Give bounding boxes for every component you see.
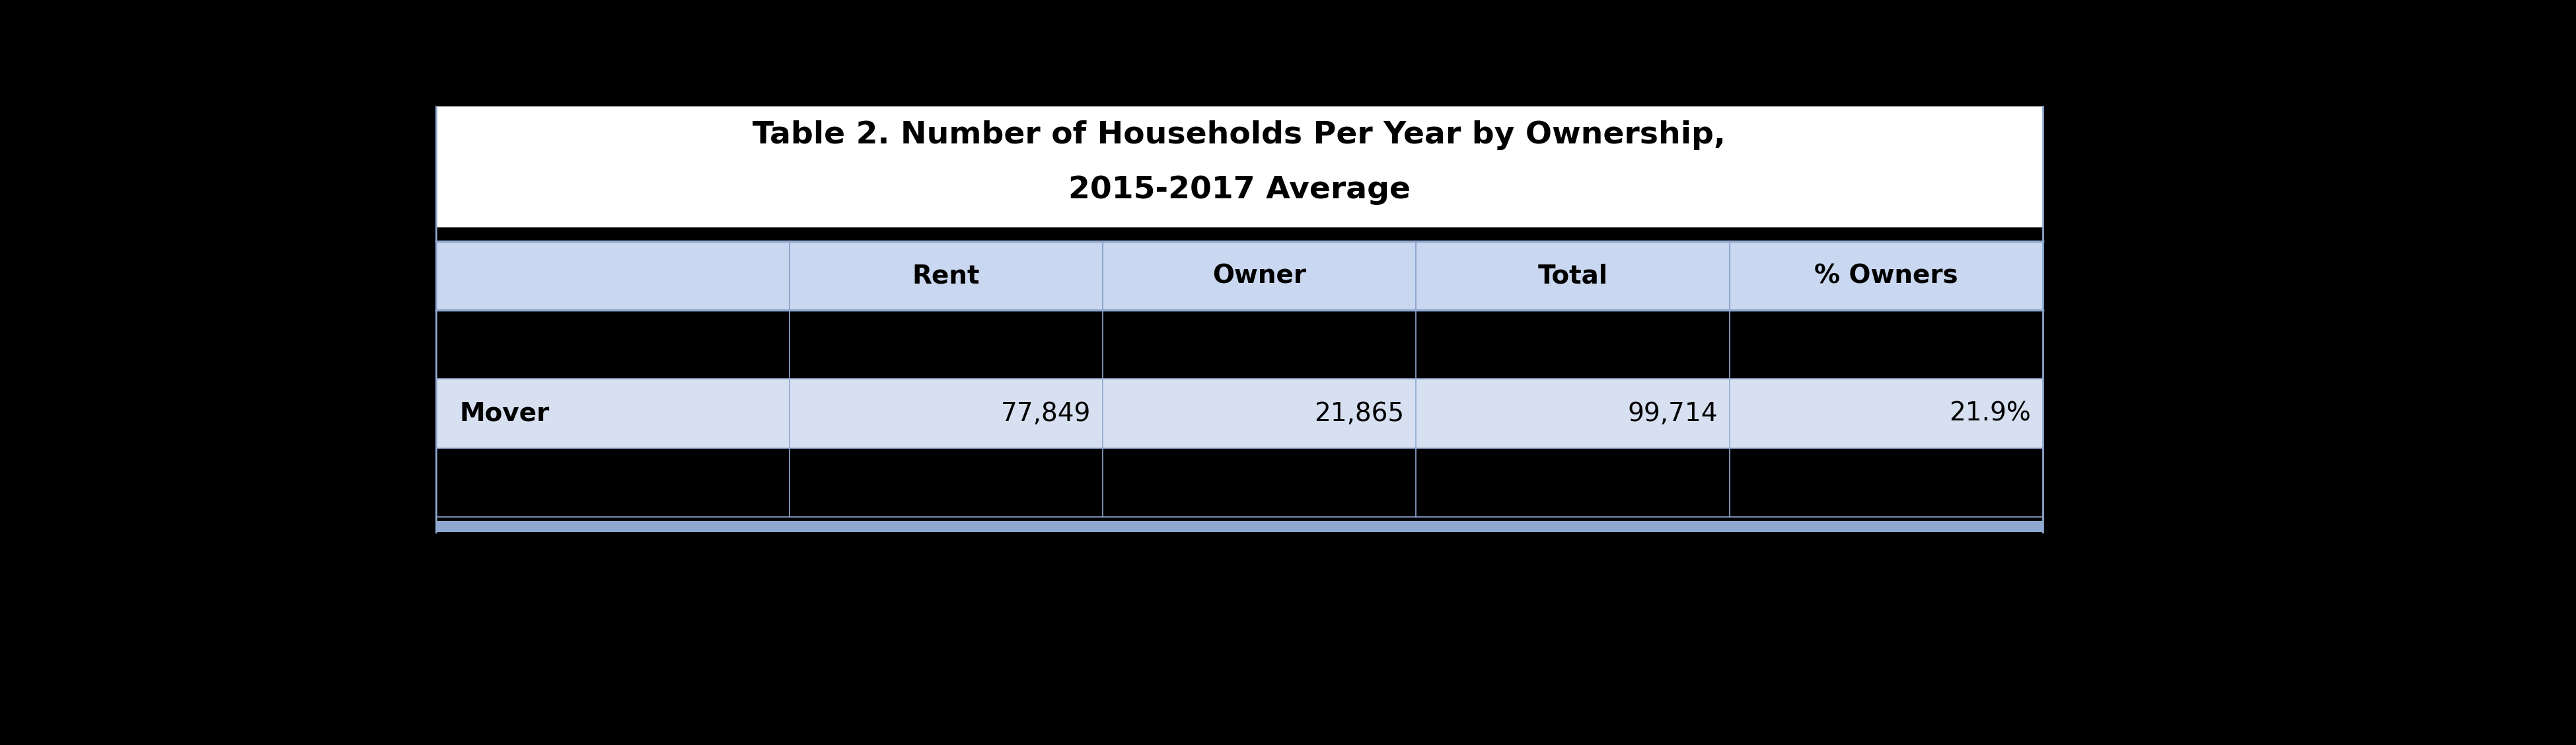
Text: Mover: Mover: [459, 401, 549, 426]
Text: 21,865: 21,865: [1314, 401, 1404, 426]
Text: Non-Mover: Non-Mover: [459, 332, 618, 358]
FancyBboxPatch shape: [435, 521, 2043, 532]
Text: % Owners: % Owners: [1814, 263, 1958, 288]
FancyBboxPatch shape: [435, 448, 2043, 517]
Text: Total: Total: [1538, 263, 1607, 288]
Text: 99,714: 99,714: [1628, 401, 1718, 426]
FancyBboxPatch shape: [435, 241, 2043, 310]
Text: 77,849: 77,849: [999, 401, 1090, 426]
Text: Owner: Owner: [1213, 263, 1306, 288]
Text: Table 2. Number of Households Per Year by Ownership,: Table 2. Number of Households Per Year b…: [752, 121, 1726, 150]
Text: 2015-2017 Average: 2015-2017 Average: [1069, 175, 1412, 205]
FancyBboxPatch shape: [435, 310, 2043, 379]
FancyBboxPatch shape: [435, 379, 2043, 448]
Text: Rent: Rent: [912, 263, 979, 288]
Text: 21.9%: 21.9%: [1950, 401, 2030, 426]
FancyBboxPatch shape: [435, 107, 2043, 227]
Text: Total: Total: [459, 470, 531, 495]
